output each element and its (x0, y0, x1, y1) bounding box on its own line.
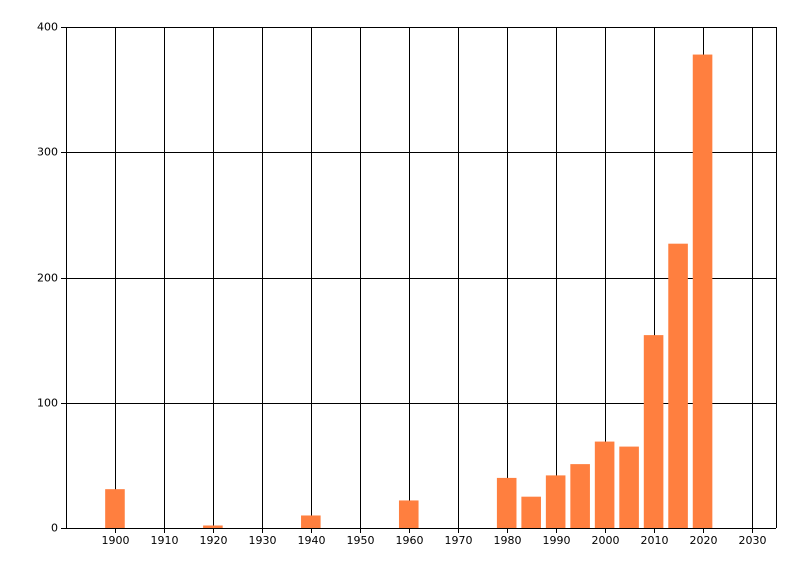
bar (398, 500, 419, 528)
x-tick-label: 1930 (249, 534, 277, 547)
y-tick-label: 0 (51, 522, 58, 535)
x-tick-label: 2000 (592, 534, 620, 547)
bar (203, 525, 223, 528)
bar (496, 477, 517, 528)
bar (545, 475, 566, 528)
x-tick-label: 2030 (739, 534, 767, 547)
x-tick-label: 1920 (200, 534, 228, 547)
x-tick-label: 2010 (641, 534, 669, 547)
bar (668, 243, 688, 528)
bar (619, 446, 639, 528)
x-tick-label: 1910 (151, 534, 179, 547)
x-tick-label: 1970 (445, 534, 473, 547)
x-tick-label: 1990 (543, 534, 571, 547)
y-tick-label: 300 (37, 146, 58, 159)
x-tick-label: 1980 (494, 534, 522, 547)
bar (643, 335, 664, 528)
x-tick-label: 1960 (396, 534, 424, 547)
x-tick-label: 2020 (690, 534, 718, 547)
bar (105, 489, 125, 528)
x-tick-label: 1940 (298, 534, 326, 547)
y-tick-label: 400 (37, 21, 58, 34)
y-tick-label: 100 (37, 397, 58, 410)
bar (570, 464, 590, 528)
bar (301, 515, 321, 528)
y-tick-label: 200 (37, 272, 58, 285)
x-tick-label: 1900 (102, 534, 130, 547)
bar (692, 54, 713, 529)
bar (521, 496, 541, 528)
bar (594, 441, 615, 528)
x-tick-label: 1950 (347, 534, 375, 547)
